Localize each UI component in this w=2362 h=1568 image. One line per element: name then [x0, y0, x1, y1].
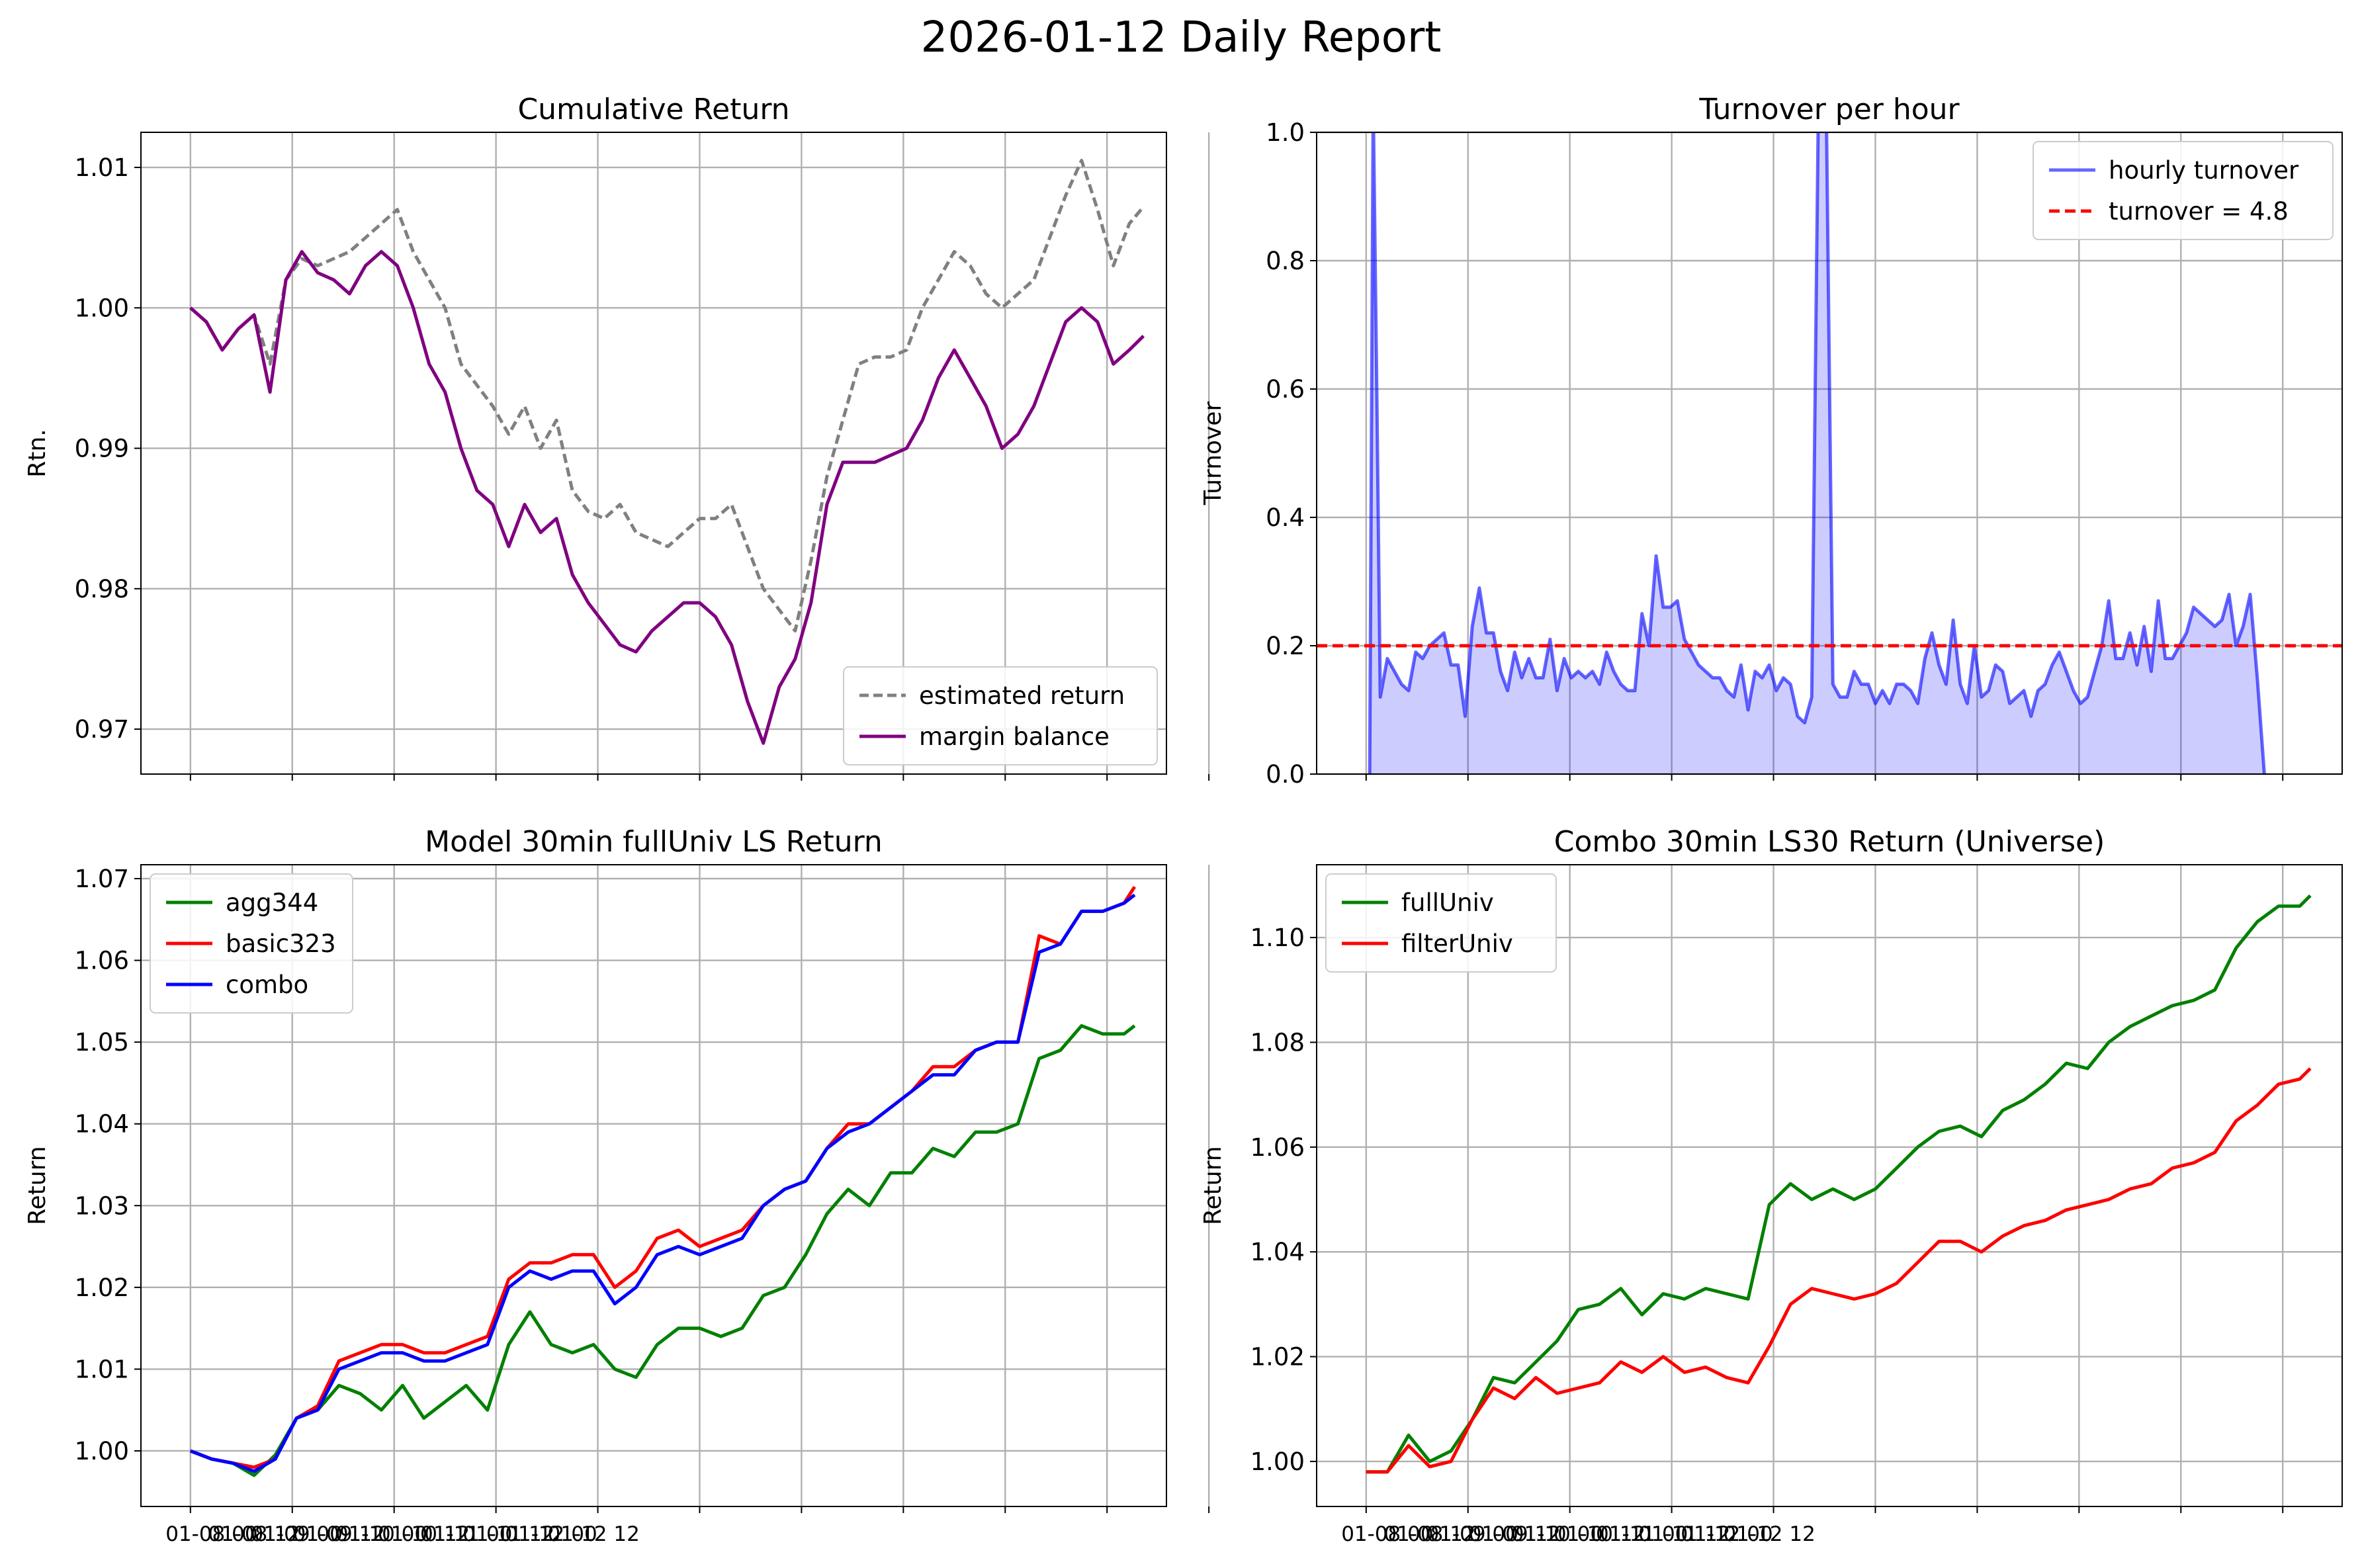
x-tick-label: 01-12 12 — [547, 1522, 639, 1546]
chart-model: 1.00 1.01 1.02 1.03 1.04 1.05 1.06 1.07 01-08 00… — [24, 825, 1210, 1546]
legend-label: hourly turnover — [2109, 156, 2299, 185]
report-title: 2026-01-12 Daily Report — [921, 13, 1442, 62]
y-tick-label: 1.04 — [75, 1110, 129, 1139]
y-tick-label: 1.01 — [75, 153, 129, 182]
y-axis-label: Rtn. — [24, 429, 51, 477]
y-tick-label: 1.04 — [1250, 1238, 1305, 1266]
legend-label: fullUniv — [1401, 889, 1494, 917]
x-tick-label: 01-09 12 — [293, 1522, 385, 1546]
x-tick-label: 01-12 12 — [1723, 1522, 1815, 1546]
y-tick-label: 1.00 — [1250, 1448, 1305, 1476]
y-tick-label: 0.6 — [1266, 375, 1305, 404]
plot-area — [189, 159, 1145, 745]
axes-frame — [140, 864, 1167, 1507]
y-tick-label: 1.10 — [1250, 924, 1305, 952]
x-tick-label: 01-11 00 — [420, 1522, 512, 1546]
legend: hourly turnover turnover = 4.8 — [2033, 141, 2334, 240]
x-tick-label: 01-10 00 — [335, 1522, 427, 1546]
legend-label: estimated return — [919, 681, 1125, 710]
y-tick-label: 1.02 — [75, 1274, 129, 1302]
axes-frame — [140, 132, 1167, 775]
x-tick-label: 01-11 12 — [1638, 1522, 1730, 1546]
legend-label: turnover = 4.8 — [2109, 197, 2289, 226]
x-tick-label: 01-09 00 — [250, 1522, 342, 1546]
x-tick-label: 01-11 00 — [1596, 1522, 1688, 1546]
y-tick-label: 1.02 — [1250, 1343, 1305, 1372]
x-tick-label: 01-08 00 — [165, 1522, 257, 1546]
legend: fullUniv filterUniv — [1325, 873, 1557, 973]
y-tick-label: 1.03 — [75, 1192, 129, 1220]
x-tick-label: 01-12 00 — [505, 1522, 597, 1546]
y-axis-label: Return — [1200, 1146, 1227, 1225]
chart-turnover: 0.0 0.2 0.4 0.6 0.8 1.0 Turnover per hour Turno… — [1200, 93, 2343, 789]
chart-title: Model 30min fullUniv LS Return — [425, 825, 883, 859]
series-line-margin-balance — [189, 249, 1145, 745]
x-tick-label: 01-08 12 — [208, 1522, 300, 1546]
y-tick-label: 0.0 — [1266, 760, 1305, 789]
legend-label: basic323 — [226, 930, 336, 958]
y-tick-label: 0.4 — [1266, 503, 1305, 532]
y-tick-label: 0.8 — [1266, 247, 1305, 275]
x-tick-label: 01-09 12 — [1469, 1522, 1561, 1546]
legend-label: combo — [226, 971, 308, 999]
plot-area — [1317, 132, 2342, 774]
y-tick-label: 1.0 — [1266, 118, 1305, 147]
series-area-fill — [1370, 132, 2265, 774]
x-tick-label: 01-12 00 — [1681, 1522, 1772, 1546]
legend: estimated return margin balance — [843, 666, 1158, 765]
x-tick-label: 01-10 12 — [1553, 1522, 1645, 1546]
legend-box — [2033, 141, 2334, 240]
y-tick-label: 1.06 — [1250, 1133, 1305, 1162]
legend-box — [1325, 873, 1557, 973]
legend-label: margin balance — [919, 722, 1110, 751]
series-line-hourly-turnover — [1368, 132, 2266, 774]
y-tick-label: 1.08 — [1250, 1028, 1305, 1057]
axes-frame — [1316, 132, 2343, 775]
grid — [1317, 865, 2342, 1506]
legend-label: filterUniv — [1401, 930, 1513, 958]
legend-label: agg344 — [226, 889, 318, 917]
x-tick-label: 01-10 12 — [378, 1522, 470, 1546]
series-line-fulluniv — [1366, 894, 2312, 1474]
plot-area — [1366, 894, 2312, 1474]
y-tick-label: 0.97 — [75, 715, 129, 744]
y-tick-label: 0.98 — [75, 575, 129, 603]
plot-area — [189, 886, 1136, 1477]
chart-title: Combo 30min LS30 Return (Universe) — [1554, 825, 2105, 859]
y-axis-label: Turnover — [1200, 402, 1227, 506]
series-line-filteruniv — [1366, 1067, 2312, 1474]
x-tick-label: 01-09 00 — [1426, 1522, 1518, 1546]
x-tick-label: 01-11 12 — [462, 1522, 554, 1546]
y-tick-label: 1.00 — [75, 294, 129, 322]
y-axis-label: Return — [24, 1146, 51, 1225]
series-line-agg344 — [189, 1024, 1136, 1477]
y-tick-label: 0.2 — [1266, 632, 1305, 660]
legend: agg344 basic323 combo — [150, 873, 353, 1014]
x-tick-label: 01-08 00 — [1341, 1522, 1433, 1546]
chart-cumret: 0.97 0.98 0.99 1.00 1.01 Cumulative Return Rtn… — [24, 93, 1210, 781]
axes-frame — [1316, 864, 2343, 1507]
x-tick-label: 01-08 12 — [1383, 1522, 1475, 1546]
charts-container: 0.97 0.98 0.99 1.00 1.01 Cumulative Return Rtn… — [24, 93, 2343, 1546]
y-tick-label: 1.05 — [75, 1028, 129, 1057]
y-tick-label: 1.07 — [75, 865, 129, 893]
y-tick-label: 0.99 — [75, 435, 129, 463]
chart-title: Cumulative Return — [517, 93, 789, 126]
y-tick-label: 1.06 — [75, 947, 129, 975]
y-tick-label: 1.00 — [75, 1437, 129, 1465]
legend-box — [843, 666, 1158, 765]
series-line-estimated-return — [189, 159, 1145, 632]
x-tick-label: 01-10 00 — [1511, 1522, 1603, 1546]
series-line-combo — [189, 893, 1136, 1473]
legend-box — [150, 873, 353, 1014]
y-tick-label: 1.01 — [75, 1355, 129, 1383]
chart-title: Turnover per hour — [1698, 93, 1960, 126]
